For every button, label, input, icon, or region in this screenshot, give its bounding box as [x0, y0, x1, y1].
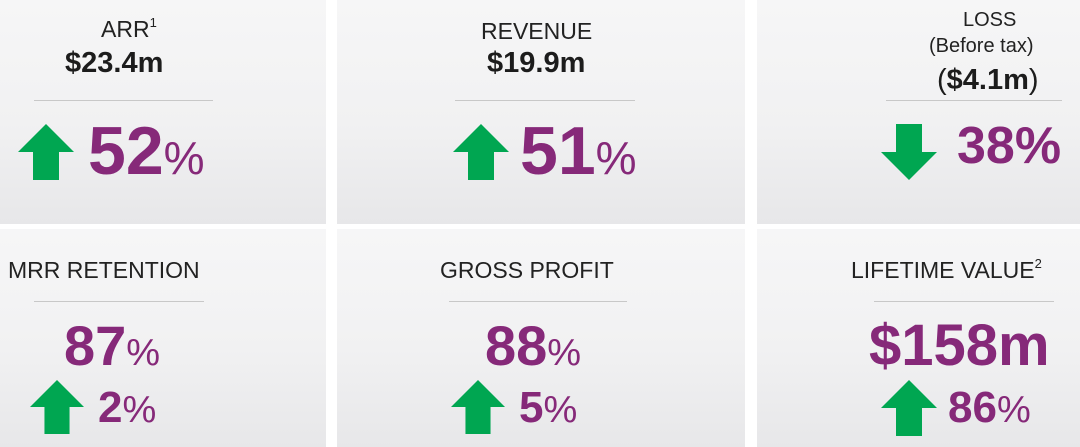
- divider: [874, 301, 1054, 302]
- divider: [34, 301, 204, 302]
- divider: [455, 100, 635, 101]
- gross-profit-title: GROSS PROFIT: [440, 257, 614, 283]
- lifetime-value-tile: LIFETIME VALUE2 $158m 86%: [757, 229, 1080, 447]
- mrr-retention-tile: MRR RETENTION 87% 2%: [0, 229, 326, 447]
- loss-title: LOSS: [963, 9, 1017, 31]
- arr-change: 52%: [88, 113, 205, 189]
- loss-value: ($4.1m): [937, 64, 1039, 96]
- lifetime-value-value: $158m: [869, 313, 1050, 378]
- gross-profit-change: 5%: [519, 383, 578, 432]
- loss-change: 38%: [957, 117, 1062, 175]
- arrow-up-icon: [18, 124, 74, 180]
- divider: [34, 100, 213, 101]
- arrow-down-icon: [881, 124, 937, 180]
- lifetime-value-change: 86%: [948, 383, 1031, 432]
- loss-subtitle: (Before tax): [929, 35, 1034, 57]
- divider: [886, 100, 1062, 101]
- mrr-retention-value: 87%: [64, 314, 161, 377]
- revenue-title: REVENUE: [481, 18, 593, 44]
- mrr-retention-change: 2%: [98, 383, 157, 432]
- divider: [449, 301, 627, 302]
- lifetime-value-title: LIFETIME VALUE2: [851, 256, 1042, 283]
- arr-title: ARR1: [101, 15, 157, 42]
- mrr-retention-title: MRR RETENTION: [8, 257, 200, 283]
- arrow-up-icon: [451, 380, 505, 434]
- revenue-change: 51%: [520, 113, 637, 189]
- arrow-up-icon: [30, 380, 84, 434]
- gross-profit-tile: GROSS PROFIT 88% 5%: [337, 229, 745, 447]
- ltv-footnote: 2: [1034, 256, 1042, 271]
- arr-value: $23.4m: [65, 47, 164, 79]
- gross-profit-value: 88%: [485, 314, 582, 377]
- arrow-up-icon: [453, 124, 509, 180]
- revenue-value: $19.9m: [487, 47, 586, 79]
- loss-tile: LOSS (Before tax) ($4.1m) 38%: [757, 0, 1080, 224]
- revenue-tile: REVENUE $19.9m 51%: [337, 0, 745, 224]
- arr-tile: ARR1 $23.4m 52%: [0, 0, 326, 224]
- arrow-up-icon: [881, 380, 937, 436]
- arr-footnote: 1: [149, 15, 157, 30]
